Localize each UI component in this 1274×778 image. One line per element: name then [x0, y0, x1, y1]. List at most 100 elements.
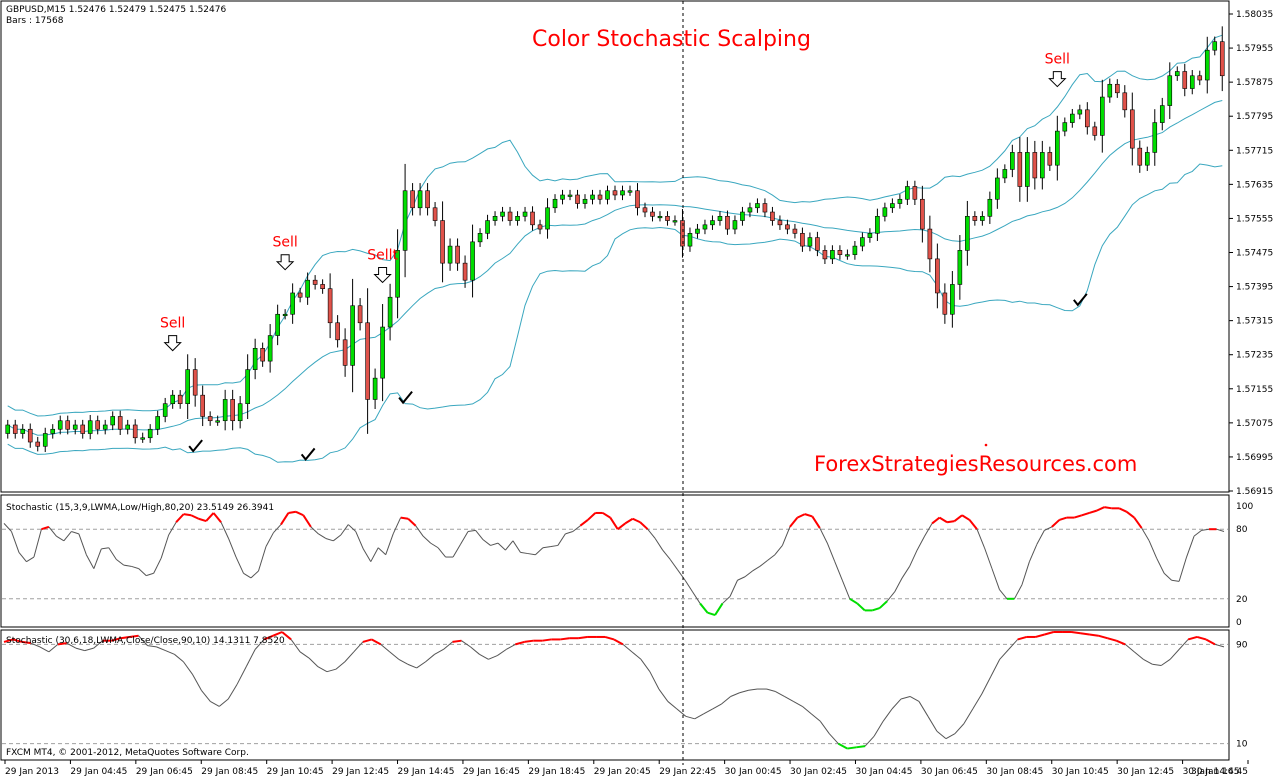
candle-body — [402, 190, 408, 251]
stochastic-segment — [443, 641, 453, 650]
stochastic-segment — [692, 591, 701, 604]
candle-body — [560, 194, 565, 200]
stochastic-segment — [475, 530, 484, 540]
stochastic-segment — [535, 547, 544, 556]
stochastic-segment — [1115, 639, 1126, 646]
stochastic-segment — [999, 649, 1010, 660]
candle-body — [200, 394, 205, 417]
stochastic-segment — [398, 658, 408, 665]
stochastic-segment — [1133, 517, 1143, 529]
stochastic-segment — [506, 643, 516, 650]
stochastic-1-panel[interactable] — [0, 494, 1230, 628]
stochastic-segment — [3, 523, 12, 532]
candle-body — [470, 241, 475, 281]
stochastic-segment — [1186, 535, 1195, 558]
candle-body — [245, 369, 250, 404]
candle-body — [485, 220, 490, 234]
candle-body — [822, 250, 828, 260]
candle-body — [50, 428, 56, 434]
candle-body — [35, 441, 41, 447]
candle-body — [1189, 75, 1195, 89]
candle-body — [815, 237, 820, 251]
candle-body — [650, 211, 655, 217]
price-panel[interactable] — [0, 0, 1230, 493]
stochastic-segment — [335, 661, 346, 670]
stochastic-segment — [924, 523, 933, 537]
stochastic-segment — [21, 640, 32, 645]
stochastic-segment — [972, 693, 983, 710]
stochastic-segment — [739, 689, 749, 694]
stochastic-segment — [694, 713, 704, 720]
stochastic-segment — [1107, 637, 1117, 642]
candle-body — [192, 369, 198, 396]
stochastic-segment — [828, 733, 839, 744]
stochastic-segment — [108, 547, 117, 560]
candle-body — [912, 186, 918, 200]
candle-body — [860, 237, 865, 247]
stochastic-segment — [147, 645, 157, 648]
stochastic-segment — [622, 644, 633, 653]
candle-body — [95, 420, 101, 430]
candle-body — [935, 258, 940, 294]
stochastic-segment — [243, 572, 252, 579]
stochastic-segment — [30, 642, 41, 648]
bars-count: Bars : 17568 — [6, 16, 64, 26]
stochastic-segment — [953, 514, 963, 522]
stochastic-axis-label: 80 — [1236, 525, 1248, 535]
stochastic-segment — [811, 713, 821, 722]
stochastic-segment — [1193, 529, 1202, 537]
stochastic-segment — [1021, 561, 1030, 586]
stochastic-segment — [999, 589, 1008, 600]
candle-body — [710, 220, 715, 226]
candle-body — [522, 211, 528, 217]
stochastic-segment — [101, 547, 109, 550]
candle-body — [170, 394, 175, 404]
candle-body — [770, 211, 775, 221]
candle-body — [1174, 71, 1180, 77]
stochastic-segment — [75, 647, 85, 652]
candle-body — [117, 416, 123, 430]
candle-body — [455, 245, 460, 264]
candle-body — [380, 326, 385, 379]
stochastic-axis: 100 80 20 0 90 10 — [1236, 502, 1253, 750]
candle-body — [957, 250, 963, 285]
stochastic-segment — [617, 522, 626, 530]
price-axis-label: 1.57635 — [1236, 180, 1273, 190]
candle-body — [792, 228, 798, 234]
stochastic-segment — [218, 698, 229, 707]
stochastic-segment — [856, 745, 866, 749]
stochastic-1-label: Stochastic (15,3,9,LWMA,Low/High,80,20) … — [6, 503, 274, 513]
bollinger-lower-band — [7, 163, 1223, 463]
stochastic-segment — [1152, 663, 1162, 666]
stochastic-segment — [774, 545, 783, 556]
stochastic-segment — [900, 695, 911, 700]
stochastic-segment — [190, 514, 200, 520]
stochastic-segment — [191, 673, 202, 691]
candle-body — [462, 262, 468, 281]
stochastic-axis-label: 10 — [1236, 740, 1248, 750]
stochastic-2-panel[interactable] — [0, 629, 1230, 761]
stochastic-segment — [793, 701, 803, 707]
stochastic-segment — [129, 634, 139, 638]
stochastic-segment — [669, 559, 679, 571]
candle-body — [5, 424, 11, 434]
stochastic-segment — [3, 638, 14, 643]
stochastic-segment — [220, 522, 229, 539]
candle-body — [575, 194, 580, 204]
candle-body — [320, 284, 325, 290]
check-mark-icon — [188, 439, 203, 453]
stochastic-segment — [1096, 506, 1105, 512]
stochastic-segment — [12, 638, 23, 643]
stochastic-segment — [1013, 584, 1023, 600]
candle-body — [312, 279, 318, 285]
stochastic-segment — [916, 535, 926, 551]
candle-body — [477, 233, 483, 243]
candle-body — [387, 296, 393, 328]
candle-body — [882, 207, 888, 217]
stochastic-segment — [18, 552, 27, 562]
stochastic-segment — [946, 520, 955, 524]
stochastic-segment — [981, 676, 992, 695]
stochastic-segment — [654, 538, 664, 551]
stochastic-segment — [640, 658, 651, 672]
